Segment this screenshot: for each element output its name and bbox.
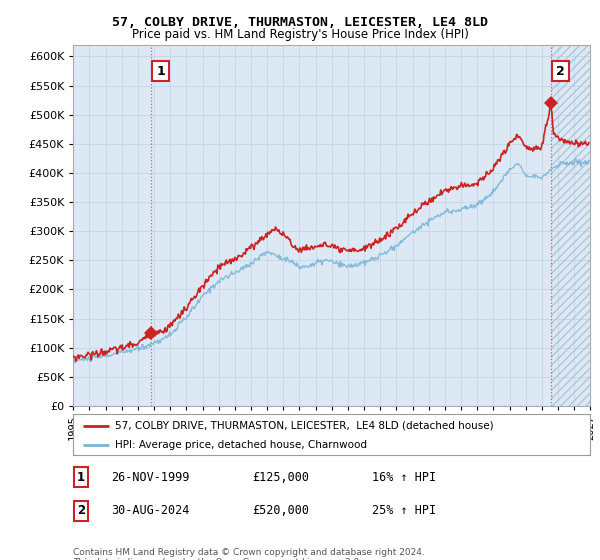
Text: 25% ↑ HPI: 25% ↑ HPI — [372, 504, 436, 517]
Bar — [551, 45, 590, 406]
Text: Price paid vs. HM Land Registry's House Price Index (HPI): Price paid vs. HM Land Registry's House … — [131, 28, 469, 41]
Text: 26-NOV-1999: 26-NOV-1999 — [111, 470, 190, 484]
Text: £125,000: £125,000 — [252, 470, 309, 484]
Text: Contains HM Land Registry data © Crown copyright and database right 2024.
This d: Contains HM Land Registry data © Crown c… — [73, 548, 425, 560]
Text: 30-AUG-2024: 30-AUG-2024 — [111, 504, 190, 517]
Text: 57, COLBY DRIVE, THURMASTON, LEICESTER,  LE4 8LD (detached house): 57, COLBY DRIVE, THURMASTON, LEICESTER, … — [115, 421, 493, 431]
Text: £520,000: £520,000 — [252, 504, 309, 517]
Text: 2: 2 — [77, 504, 85, 517]
Text: 1: 1 — [156, 64, 165, 77]
Text: 2: 2 — [556, 64, 565, 77]
Text: 16% ↑ HPI: 16% ↑ HPI — [372, 470, 436, 484]
Text: 1: 1 — [77, 470, 85, 484]
Text: 57, COLBY DRIVE, THURMASTON, LEICESTER, LE4 8LD: 57, COLBY DRIVE, THURMASTON, LEICESTER, … — [112, 16, 488, 29]
Bar — [551, 45, 590, 406]
Text: HPI: Average price, detached house, Charnwood: HPI: Average price, detached house, Char… — [115, 440, 367, 450]
